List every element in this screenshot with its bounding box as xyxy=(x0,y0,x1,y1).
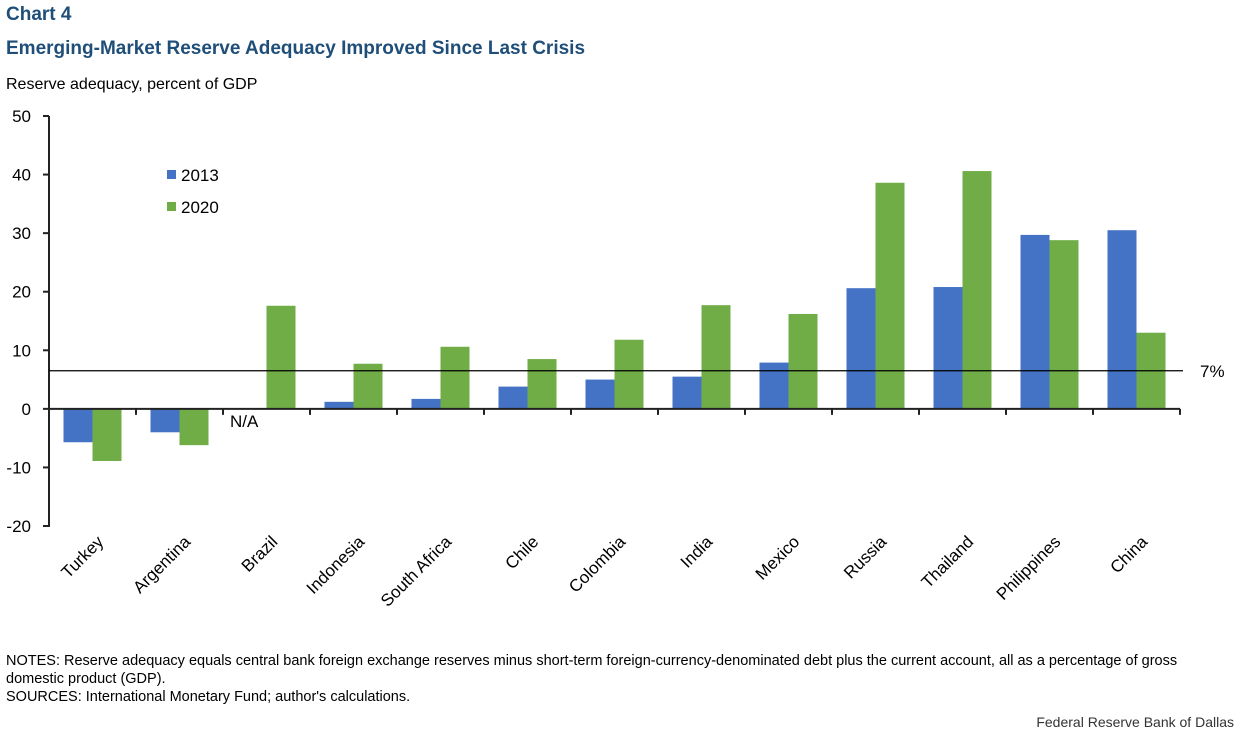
x-category-label: Philippines xyxy=(993,532,1065,604)
y-ticks-group: 50 40 30 20 10 0 -10 -20 xyxy=(6,107,49,536)
legend-label-2013: 2013 xyxy=(181,166,219,185)
y-tick-label: -10 xyxy=(6,458,31,477)
y-tick-label: -20 xyxy=(6,517,31,536)
x-category-label: Mexico xyxy=(752,532,804,584)
x-category-label: Thailand xyxy=(918,532,978,592)
credit: Federal Reserve Bank of Dallas xyxy=(1036,714,1234,730)
bar-2020-russia xyxy=(875,182,905,409)
sources-text: SOURCES: International Monetary Fund; au… xyxy=(6,689,411,705)
y-tick-label: 10 xyxy=(12,341,31,360)
y-tick-label: 40 xyxy=(12,166,31,185)
y-tick-label: 0 xyxy=(22,400,31,419)
legend: 2013 2020 xyxy=(167,166,219,217)
x-category-label: India xyxy=(677,532,717,572)
x-category-label: South Africa xyxy=(377,532,456,611)
bar-2013-thailand xyxy=(933,287,963,409)
bar-2020-brazil xyxy=(266,305,296,409)
bar-2013-china xyxy=(1107,230,1137,409)
bar-2013-russia xyxy=(846,288,876,409)
bar-2013-turkey xyxy=(63,408,93,443)
bar-2013-india xyxy=(672,376,702,409)
notes: NOTES: Reserve adequacy equals central b… xyxy=(6,652,1236,706)
bar-2020-south-africa xyxy=(440,346,470,409)
bar-2020-thailand xyxy=(962,171,992,409)
bar-2020-argentina xyxy=(179,408,209,446)
chart-number: Chart 4 xyxy=(6,4,72,25)
x-category-label: Brazil xyxy=(238,532,281,575)
y-tick-label: 50 xyxy=(12,107,31,126)
x-category-label: Turkey xyxy=(58,532,108,582)
bar-2013-mexico xyxy=(759,362,789,409)
bar-2013-argentina xyxy=(150,408,180,433)
x-category-label: Colombia xyxy=(565,532,630,597)
y-axis-caption: Reserve adequacy, percent of GDP xyxy=(6,76,258,93)
bar-2013-colombia xyxy=(585,379,615,409)
bar-2020-india xyxy=(701,305,731,409)
na-annotation: N/A xyxy=(230,412,259,431)
chart-title: Emerging-Market Reserve Adequacy Improve… xyxy=(6,38,586,59)
x-category-label: Russia xyxy=(840,532,891,583)
axes-group xyxy=(48,116,1181,527)
reference-line-label: 7% xyxy=(1200,362,1225,381)
legend-swatch-2013 xyxy=(167,170,176,179)
x-category-label: China xyxy=(1106,532,1151,577)
bar-2020-chile xyxy=(527,359,557,409)
bar-2020-turkey xyxy=(92,408,122,461)
bar-2020-colombia xyxy=(614,339,644,409)
notes-text: NOTES: Reserve adequacy equals central b… xyxy=(6,653,1178,687)
x-category-label: Indonesia xyxy=(303,532,369,598)
y-tick-label: 30 xyxy=(12,224,31,243)
x-category-label: Chile xyxy=(501,532,542,573)
bar-2020-mexico xyxy=(788,313,818,409)
bar-chart: 50 40 30 20 10 0 -10 -20 Turkey Argentina Brazil I… xyxy=(6,107,1225,611)
legend-swatch-2020 xyxy=(167,202,176,211)
x-labels-group: Turkey Argentina Brazil Indonesia South Afri… xyxy=(58,532,1152,611)
y-tick-label: 20 xyxy=(12,283,31,302)
bar-2020-philippines xyxy=(1049,240,1079,409)
x-category-label: Argentina xyxy=(129,532,194,597)
bar-2013-philippines xyxy=(1020,234,1050,409)
bar-2013-chile xyxy=(498,386,528,409)
bars-group xyxy=(63,171,1166,461)
bar-2013-south-africa xyxy=(411,398,441,409)
bar-2013-indonesia xyxy=(324,401,354,409)
legend-label-2020: 2020 xyxy=(181,198,219,217)
annotations-group: N/A 7% xyxy=(49,362,1225,431)
